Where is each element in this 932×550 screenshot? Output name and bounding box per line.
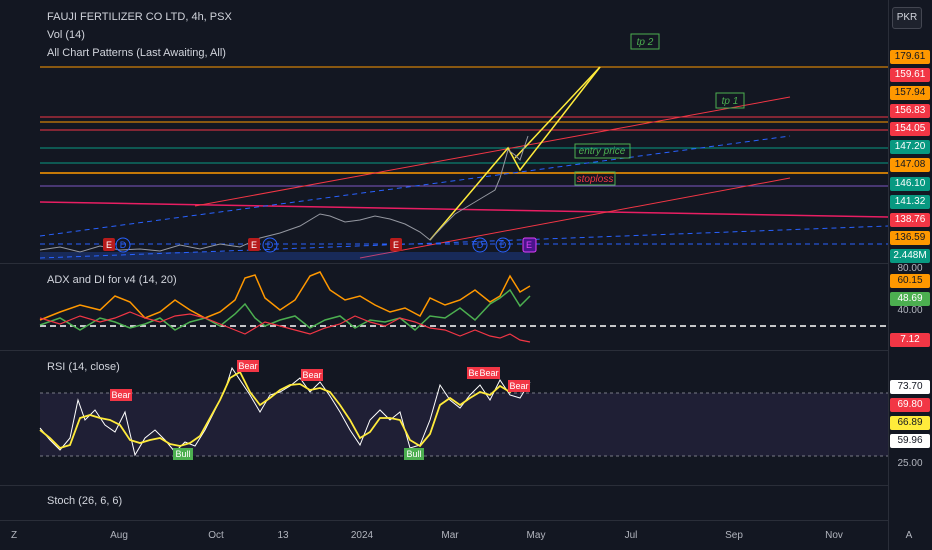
- time-label: Oct: [208, 530, 224, 541]
- svg-text:entry price: entry price: [579, 146, 626, 157]
- stoch-indicator-legend[interactable]: Stoch (26, 6, 6): [47, 495, 123, 507]
- svg-text:Bear: Bear: [302, 370, 321, 380]
- svg-text:D: D: [267, 240, 274, 250]
- price-label: 147.08: [890, 158, 930, 172]
- adx-orange-line: [39, 271, 531, 321]
- svg-text:D: D: [477, 240, 484, 250]
- price-label: 159.61: [890, 68, 930, 82]
- svg-text:tp 1: tp 1: [722, 96, 739, 107]
- auto-scale-corner[interactable]: A: [905, 530, 913, 541]
- price-label: 179.61: [890, 50, 930, 64]
- pattern-labels: tp 2 tp 1 entry price stoploss: [574, 33, 745, 186]
- trend-lines: [39, 66, 888, 259]
- chart-canvas[interactable]: E D E D E D D E tp 2 tp 1 entry price st…: [0, 0, 888, 550]
- adx-scale-mid: 40.00: [897, 305, 923, 316]
- time-label: Mar: [441, 530, 459, 541]
- time-label: Nov: [825, 530, 843, 541]
- svg-text:E: E: [393, 240, 399, 250]
- price-label: 146.10: [890, 177, 930, 191]
- rsi-signal-tags: Bear Bear Bear Bear Bear Bear Bull Bull: [110, 360, 530, 460]
- price-axis[interactable]: [888, 0, 932, 550]
- svg-text:tp 2: tp 2: [637, 37, 654, 48]
- time-label: Aug: [110, 530, 128, 541]
- time-label: May: [526, 530, 546, 541]
- price-label: 2.448M: [890, 249, 930, 263]
- svg-text:E: E: [106, 240, 112, 250]
- svg-text:Bear: Bear: [479, 368, 498, 378]
- pane-separator[interactable]: [0, 485, 888, 486]
- rsi-yellow-line: [39, 370, 531, 450]
- price-label: 157.94: [890, 86, 930, 100]
- adx-label: 7.12: [890, 333, 930, 347]
- rsi-label: 59.96: [890, 434, 930, 448]
- svg-text:E: E: [251, 240, 257, 250]
- svg-text:Bull: Bull: [175, 449, 190, 459]
- vol-indicator-legend[interactable]: Vol (14): [47, 29, 85, 41]
- rsi-white-line: [39, 366, 531, 457]
- adx-label: 60.15: [890, 274, 930, 288]
- time-label: 2024: [350, 530, 374, 541]
- svg-text:stoploss: stoploss: [577, 174, 614, 185]
- svg-text:Bear: Bear: [509, 381, 528, 391]
- time-label: 13: [277, 530, 289, 541]
- zoom-corner-left[interactable]: Z: [10, 530, 18, 541]
- adx-indicator-legend[interactable]: ADX and DI for v4 (14, 20): [47, 274, 177, 286]
- symbol-title[interactable]: FAUJI FERTILIZER CO LTD, 4h, PSX: [47, 11, 232, 23]
- svg-text:Bull: Bull: [406, 449, 421, 459]
- price-series: [39, 135, 529, 253]
- time-label: Sep: [725, 530, 743, 541]
- price-label: 138.76: [890, 213, 930, 227]
- pane-separator[interactable]: [0, 263, 888, 264]
- rsi-scale-bottom: 25.00: [897, 458, 923, 469]
- adx-label: 48.69: [890, 292, 930, 306]
- rsi-label: 73.70: [890, 380, 930, 394]
- volume-bars: [40, 252, 530, 260]
- price-label: 156.83: [890, 104, 930, 118]
- price-label: 147.20: [890, 140, 930, 154]
- svg-text:D: D: [500, 240, 507, 250]
- pane-separator[interactable]: [0, 350, 888, 351]
- svg-text:Bear: Bear: [111, 390, 130, 400]
- time-axis-separator: [0, 520, 888, 521]
- adx-scale-top: 80.00: [897, 263, 923, 274]
- svg-text:D: D: [120, 240, 127, 250]
- price-label: 136.59: [890, 231, 930, 245]
- svg-text:E: E: [526, 240, 532, 250]
- time-label: Jul: [624, 530, 638, 541]
- currency-button[interactable]: PKR: [892, 7, 922, 29]
- event-markers: E D E D E D D E: [103, 237, 537, 253]
- level-lines: [39, 66, 888, 218]
- svg-text:Bear: Bear: [238, 361, 257, 371]
- price-label: 154.05: [890, 122, 930, 136]
- rsi-label: 66.89: [890, 416, 930, 430]
- price-label: 141.32: [890, 195, 930, 209]
- patterns-indicator-legend[interactable]: All Chart Patterns (Last Awaiting, All): [47, 47, 226, 59]
- adx-green-line: [39, 288, 531, 331]
- rsi-indicator-legend[interactable]: RSI (14, close): [47, 361, 120, 373]
- rsi-label: 69.80: [890, 398, 930, 412]
- adx-red-line: [39, 311, 531, 343]
